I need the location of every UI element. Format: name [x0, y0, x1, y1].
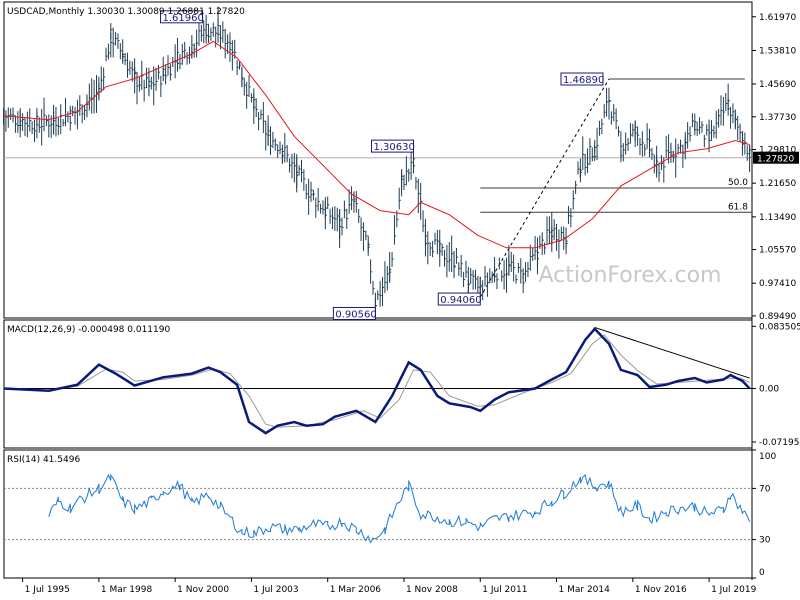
rsi-y-tick-label: 0	[759, 568, 765, 578]
price-annotation-label: 0.90560	[335, 309, 376, 320]
rsi-y-tick-label: 30	[759, 536, 771, 546]
x-tick-label: 1 Jul 2003	[253, 585, 298, 595]
price-annotation-box	[560, 72, 604, 86]
x-tick-label: 1 Jul 2019	[711, 585, 756, 595]
x-tick-label: 1 Jul 2011	[482, 585, 527, 595]
price-y-tick-label: 1.45690	[759, 80, 796, 90]
macd-line	[3, 327, 751, 435]
fib-level-label: 50.0	[728, 178, 748, 188]
last-price-label: 1.27820	[757, 155, 794, 165]
fib-level-label: 61.8	[728, 202, 748, 212]
price-y-tick-label: 1.53810	[759, 46, 796, 56]
rsi-y-tick-label: 100	[759, 452, 776, 462]
rsi-line	[48, 473, 751, 544]
rsi-panel	[3, 449, 753, 579]
x-tick-label: 1 Jul 1995	[25, 585, 70, 595]
price-panel-title: USDCAD,Monthly 1.30030 1.30089 1.26881 1…	[7, 7, 245, 17]
price-annotation-label: 1.61960	[163, 13, 204, 24]
price-y-tick-label: 1.61970	[759, 13, 796, 23]
macd-y-tick-label: -0.07195	[759, 438, 799, 448]
price-y-tick-label: 0.89490	[759, 312, 796, 322]
rsi-panel-title: RSI(14) 41.5496	[7, 455, 80, 465]
price-y-tick-label: 1.05570	[759, 246, 796, 256]
watermark: ActionForex.com	[539, 263, 722, 288]
price-y-tick-label: 1.13490	[759, 213, 796, 223]
price-y-tick-label: 0.97410	[759, 279, 796, 289]
x-tick-label: 1 Nov 2016	[635, 585, 687, 595]
price-y-tick-label: 1.37730	[759, 113, 796, 123]
price-annotation-label: 1.30630	[374, 142, 415, 153]
macd-y-tick-label: 0.083505	[759, 322, 800, 332]
price-annotation-box	[332, 306, 376, 320]
rsi-y-tick-label: 70	[759, 484, 771, 494]
price-y-tick-label: 1.29810	[759, 145, 796, 155]
price-annotation-box	[160, 10, 204, 24]
last-price-badge	[753, 151, 799, 164]
x-tick-label: 1 Mar 1998	[101, 585, 153, 595]
price-annotation-box	[371, 139, 415, 153]
price-annotation-label: 1.46890	[563, 75, 604, 86]
dashed-trendline	[479, 78, 610, 298]
x-tick-label: 1 Mar 2014	[559, 585, 611, 595]
price-annotation-box	[437, 292, 481, 306]
price-y-tick-label: 1.21650	[759, 179, 796, 189]
macd-panel-title: MACD(12,26,9) -0.000498 0.011190	[7, 325, 170, 335]
price-annotation-label: 0.94060	[440, 295, 481, 306]
macd-trendline	[594, 326, 750, 379]
x-tick-label: 1 Nov 2008	[406, 585, 458, 595]
moving-average-line	[3, 40, 750, 249]
x-tick-label: 1 Nov 2000	[177, 585, 229, 595]
macd-panel	[3, 319, 753, 449]
price-panel	[3, 1, 753, 319]
macd-y-tick-label: 0.00	[759, 384, 779, 394]
x-tick-label: 1 Mar 2006	[330, 585, 382, 595]
